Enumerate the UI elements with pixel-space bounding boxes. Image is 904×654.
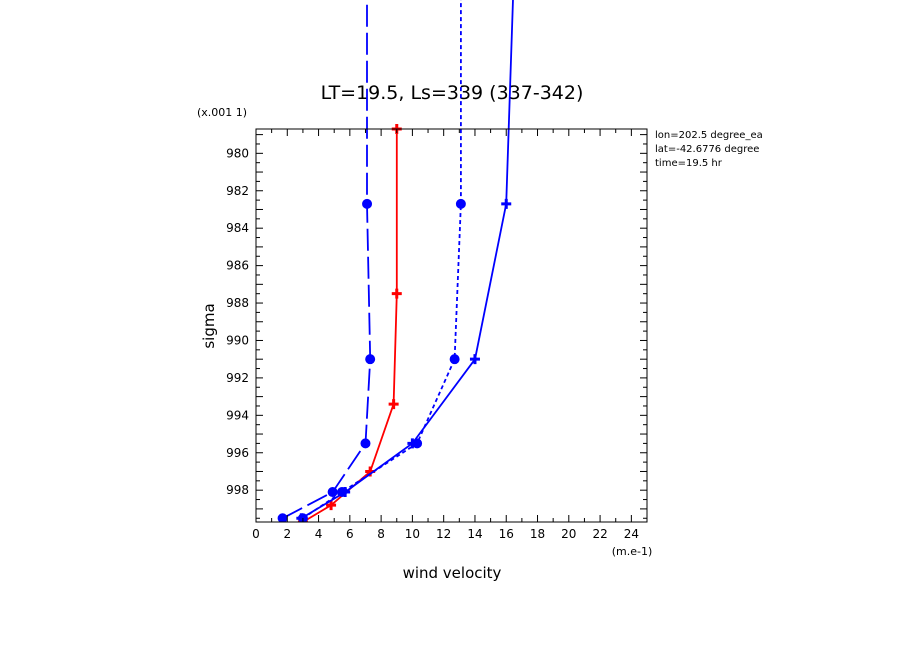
x-tick-label: 0 bbox=[252, 527, 260, 541]
data-point bbox=[388, 399, 399, 410]
y-tick-label: 992 bbox=[226, 371, 249, 385]
x-unit-label: (m.e-1) bbox=[612, 545, 653, 558]
data-point bbox=[407, 438, 418, 449]
data-point bbox=[360, 438, 371, 449]
series-3 bbox=[297, 0, 466, 522]
x-tick-label: 16 bbox=[499, 527, 514, 541]
series-line bbox=[302, 129, 398, 522]
axis-ticks: 0 2 4 6 8 10 12 14 16 18 20 22 249809829849869889909… bbox=[226, 129, 648, 541]
series-line bbox=[282, 0, 372, 520]
y-tick-label: 986 bbox=[226, 259, 249, 273]
x-tick-label: 10 bbox=[405, 527, 420, 541]
series-layer bbox=[277, 0, 514, 522]
series-4 bbox=[296, 0, 514, 522]
data-point bbox=[362, 198, 373, 209]
data-point bbox=[327, 487, 338, 498]
x-tick-label: 14 bbox=[467, 527, 482, 541]
info-line-lon: lon=202.5 degree_ea bbox=[655, 130, 763, 141]
chart-title: LT=19.5, Ls=339 (337-342) bbox=[321, 82, 584, 104]
x-tick-label: 8 bbox=[377, 527, 385, 541]
x-tick-label: 24 bbox=[624, 527, 639, 541]
y-tick-label: 990 bbox=[226, 333, 249, 347]
data-point bbox=[277, 513, 288, 522]
data-point bbox=[326, 500, 337, 511]
y-tick-label: 980 bbox=[226, 146, 249, 160]
info-line-time: time=19.5 hr bbox=[655, 158, 723, 169]
x-tick-label: 20 bbox=[561, 527, 576, 541]
data-point bbox=[501, 198, 512, 209]
x-tick-label: 2 bbox=[283, 527, 291, 541]
data-point bbox=[449, 354, 460, 365]
data-point bbox=[365, 354, 376, 365]
y-tick-label: 994 bbox=[226, 408, 249, 422]
x-tick-label: 22 bbox=[592, 527, 607, 541]
series-line bbox=[302, 0, 462, 520]
y-axis-title: sigma bbox=[200, 303, 218, 348]
data-point bbox=[391, 288, 402, 299]
x-tick-label: 18 bbox=[530, 527, 545, 541]
x-tick-label: 4 bbox=[315, 527, 323, 541]
series-line bbox=[300, 0, 514, 520]
y-tick-label: 988 bbox=[226, 296, 249, 310]
series-1 bbox=[277, 0, 376, 522]
y-tick-label: 998 bbox=[226, 483, 249, 497]
data-point bbox=[340, 487, 351, 498]
y-tick-label: 984 bbox=[226, 221, 249, 235]
data-point bbox=[469, 354, 480, 365]
y-tick-label: 982 bbox=[226, 184, 249, 198]
x-tick-label: 12 bbox=[436, 527, 451, 541]
x-axis-title: wind velocity bbox=[403, 564, 502, 582]
plot-frame bbox=[255, 128, 648, 523]
info-line-lat: lat=-42.6776 degree bbox=[655, 144, 759, 155]
x-tick-label: 6 bbox=[346, 527, 354, 541]
data-point bbox=[455, 198, 466, 209]
y-tick-label: 996 bbox=[226, 446, 249, 460]
y-unit-label: (x.001 1) bbox=[197, 106, 247, 119]
